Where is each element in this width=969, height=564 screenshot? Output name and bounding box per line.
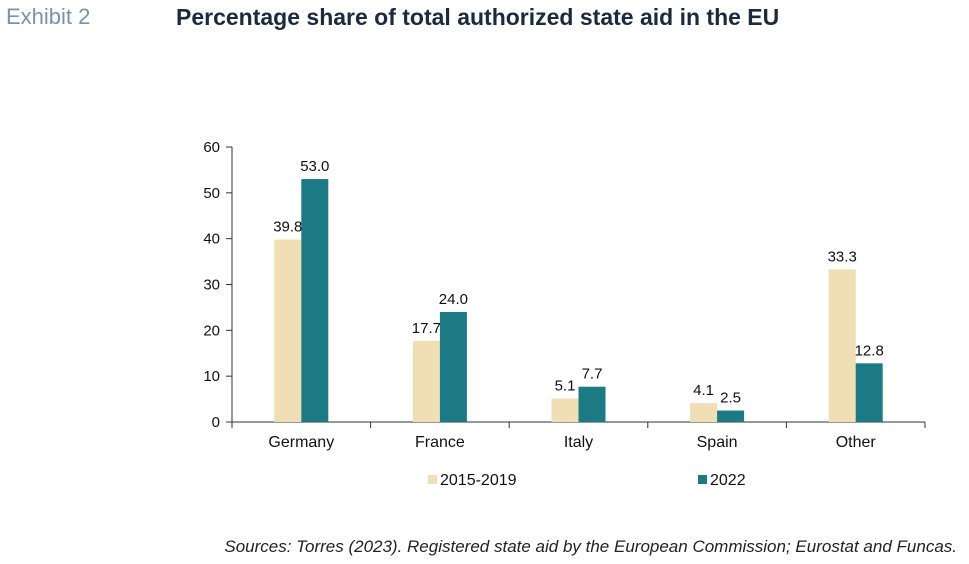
bar-series-1 bbox=[690, 403, 718, 422]
legend-swatch bbox=[698, 475, 707, 484]
x-tick-label: Italy bbox=[564, 434, 593, 451]
data-label: 39.8 bbox=[273, 219, 302, 236]
data-label: 5.1 bbox=[555, 378, 576, 395]
y-tick-label: 0 bbox=[212, 414, 220, 431]
y-tick-label: 60 bbox=[203, 139, 220, 156]
y-tick-label: 40 bbox=[203, 231, 220, 248]
chart-title: Percentage share of total authorized sta… bbox=[176, 4, 780, 30]
y-axis: 0 10 20 30 40 50 60 bbox=[203, 139, 233, 431]
bar-series-2 bbox=[301, 179, 329, 422]
bar-series-1 bbox=[551, 398, 579, 422]
data-label: 12.8 bbox=[855, 342, 884, 359]
y-tick-label: 10 bbox=[203, 368, 220, 385]
legend: 2015-2019 2022 bbox=[428, 472, 746, 489]
y-tick-label: 20 bbox=[203, 322, 220, 339]
data-label: 2.5 bbox=[720, 390, 741, 407]
exhibit-label: Exhibit 2 bbox=[6, 4, 91, 29]
legend-label: 2015-2019 bbox=[440, 472, 517, 489]
bar-series-2 bbox=[855, 363, 883, 422]
bar-series-2 bbox=[578, 386, 606, 422]
data-label: 7.7 bbox=[582, 366, 603, 383]
y-tick-label: 30 bbox=[203, 277, 220, 294]
data-label: 24.0 bbox=[439, 291, 468, 308]
bar-series-1 bbox=[274, 239, 302, 422]
legend-swatch bbox=[428, 475, 437, 484]
data-label: 33.3 bbox=[828, 248, 857, 265]
data-label: 17.7 bbox=[412, 320, 441, 337]
data-label: 53.0 bbox=[300, 158, 329, 175]
bar-series-2 bbox=[717, 410, 745, 422]
y-tick-label: 50 bbox=[203, 185, 220, 202]
bar-series-1 bbox=[828, 269, 856, 422]
bar-series-2 bbox=[439, 312, 467, 422]
bar-series-1 bbox=[412, 340, 440, 422]
data-label: 4.1 bbox=[693, 382, 714, 399]
x-tick-label: Germany bbox=[268, 434, 334, 451]
sources-note: Sources: Torres (2023). Registered state… bbox=[224, 537, 957, 556]
x-axis: Germany France Italy Spain Other bbox=[231, 421, 926, 451]
data-labels: 39.8 53.0 17.7 24.0 5.1 7.7 4.1 2.5 33.3 12.8 bbox=[273, 158, 884, 406]
x-tick-label: Spain bbox=[697, 434, 738, 451]
legend-label: 2022 bbox=[710, 472, 746, 489]
x-tick-label: France bbox=[415, 434, 465, 451]
bars bbox=[274, 179, 883, 422]
bar-chart: 0 10 20 30 40 50 60 Germany France Italy Spain Oth… bbox=[203, 139, 926, 489]
x-tick-label: Other bbox=[836, 434, 877, 451]
